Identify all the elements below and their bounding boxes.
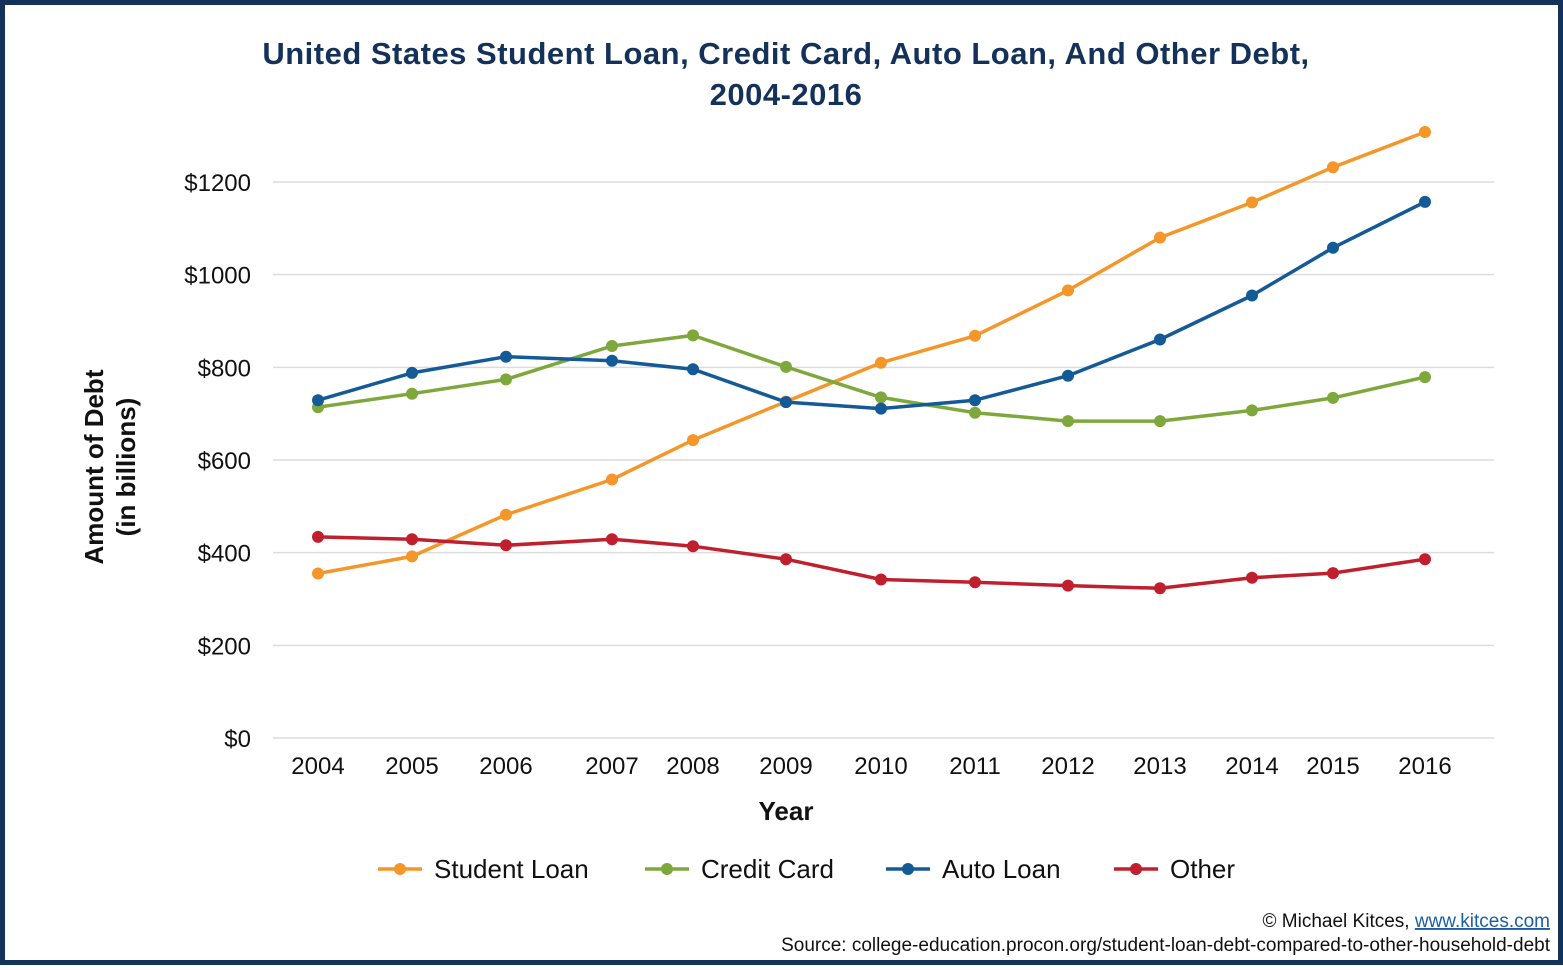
- y-tick-label: $200: [198, 633, 251, 660]
- chart-title-line2: 2004-2016: [710, 77, 863, 112]
- student-loan-point: [875, 356, 887, 369]
- other-point: [969, 576, 981, 589]
- legend-student-loan-label: Student Loan: [434, 854, 589, 884]
- x-tick-label: 2004: [291, 753, 344, 780]
- auto-loan-point: [1246, 289, 1258, 302]
- x-tick-label: 2011: [949, 753, 1001, 780]
- student-loan-point: [687, 434, 699, 447]
- y-axis-ticks: $0 $200 $400 $600 $800 $1000 $1200: [184, 170, 251, 753]
- auto-loan-point: [1154, 333, 1166, 346]
- credit-card-point: [969, 406, 981, 419]
- auto-loan-point: [406, 366, 418, 379]
- auto-loan-point: [312, 394, 324, 407]
- y-tick-label: $400: [198, 541, 251, 568]
- legend-student-loan-marker: [394, 863, 406, 875]
- other-point: [780, 553, 792, 566]
- credit-card-point: [687, 329, 699, 342]
- y-axis-label-line2: (in billions): [111, 398, 141, 537]
- other-point: [687, 540, 699, 553]
- other-line: [317, 535, 1426, 591]
- x-tick-label: 2015: [1306, 753, 1359, 780]
- student-loan-point: [1062, 284, 1074, 297]
- other-point: [1419, 553, 1431, 566]
- x-tick-label: 2006: [479, 753, 532, 780]
- student-loan-point: [1327, 161, 1339, 174]
- auto-loan-point: [875, 402, 887, 415]
- auto-loan-point: [500, 350, 512, 363]
- x-tick-label: 2005: [385, 753, 438, 780]
- copyright-text: © Michael Kitces,: [1263, 911, 1415, 932]
- credit-card-point: [1062, 415, 1074, 428]
- legend: Student Loan Credit Card Auto Loan Other: [378, 854, 1235, 884]
- other-point: [312, 530, 324, 543]
- legend-credit-card-marker: [661, 863, 673, 875]
- student-loan-line: [317, 130, 1426, 576]
- credit-card-point: [500, 373, 512, 386]
- auto-loan-point: [780, 396, 792, 409]
- auto-loan-point: [687, 363, 699, 376]
- credit-card-point: [1246, 404, 1258, 417]
- line-chart: United States Student Loan, Credit Card,…: [79, 36, 1551, 956]
- gridlines: [273, 181, 1494, 739]
- x-tick-label: 2007: [585, 753, 638, 780]
- x-tick-label: 2012: [1041, 753, 1094, 780]
- kitces-link[interactable]: www.kitces.com: [1414, 911, 1550, 932]
- other-point: [406, 533, 418, 546]
- credit-card-point: [1154, 415, 1166, 428]
- chart-title-line1: United States Student Loan, Credit Card,…: [262, 36, 1309, 71]
- x-tick-label: 2009: [759, 753, 812, 780]
- auto-loan-point: [1062, 369, 1074, 382]
- student-loan-point: [1154, 231, 1166, 244]
- student-loan-point: [500, 508, 512, 521]
- footer-copyright: © Michael Kitces, www.kitces.com: [1263, 911, 1550, 932]
- student-loan-point: [1419, 126, 1431, 138]
- other-point: [1154, 582, 1166, 595]
- y-tick-label: $1000: [184, 263, 251, 290]
- y-tick-label: $800: [198, 355, 251, 382]
- credit-card-point: [1419, 371, 1431, 384]
- other-point: [1062, 579, 1074, 592]
- credit-card-point: [406, 387, 418, 400]
- y-tick-label: $0: [224, 726, 251, 753]
- other-point: [1246, 571, 1258, 584]
- legend-other-marker: [1130, 863, 1142, 875]
- student-loan-point: [406, 550, 418, 563]
- student-loan-point: [1246, 196, 1258, 209]
- y-axis-label-line1: Amount of Debt: [79, 369, 109, 564]
- auto-loan-point: [1419, 195, 1431, 208]
- student-loan-point: [606, 473, 618, 486]
- auto-loan-point: [969, 394, 981, 407]
- credit-card-point: [1327, 391, 1339, 404]
- other-point: [875, 573, 887, 586]
- credit-card-point: [780, 360, 792, 373]
- auto-loan-line: [317, 200, 1426, 411]
- credit-card-point: [606, 340, 618, 352]
- credit-card-point: [875, 391, 887, 404]
- other-point: [500, 539, 512, 552]
- student-loan-point: [969, 329, 981, 342]
- footer-source: Source: college-education.procon.org/stu…: [781, 935, 1551, 956]
- legend-auto-loan-label: Auto Loan: [942, 854, 1061, 884]
- auto-loan-point: [606, 354, 618, 367]
- y-axis-label: Amount of Debt (in billions): [79, 369, 141, 564]
- series-lines: [312, 126, 1431, 595]
- legend-other-label: Other: [1170, 854, 1235, 884]
- x-axis-label: Year: [759, 796, 814, 826]
- x-tick-label: 2010: [854, 753, 907, 780]
- x-tick-label: 2014: [1225, 753, 1278, 780]
- other-point: [606, 533, 618, 546]
- x-tick-label: 2008: [666, 753, 719, 780]
- x-tick-label: 2016: [1398, 753, 1451, 780]
- student-loan-point: [312, 567, 324, 580]
- x-tick-label: 2013: [1133, 753, 1186, 780]
- y-tick-label: $1200: [184, 170, 251, 197]
- legend-credit-card-label: Credit Card: [701, 854, 834, 884]
- y-tick-label: $600: [198, 448, 251, 475]
- x-axis-ticks: 2004 2005 2006 2007 2008 2009 2010 2011 2012 2013…: [291, 753, 1451, 780]
- legend-auto-loan-marker: [902, 863, 914, 875]
- auto-loan-point: [1327, 241, 1339, 254]
- other-point: [1327, 567, 1339, 580]
